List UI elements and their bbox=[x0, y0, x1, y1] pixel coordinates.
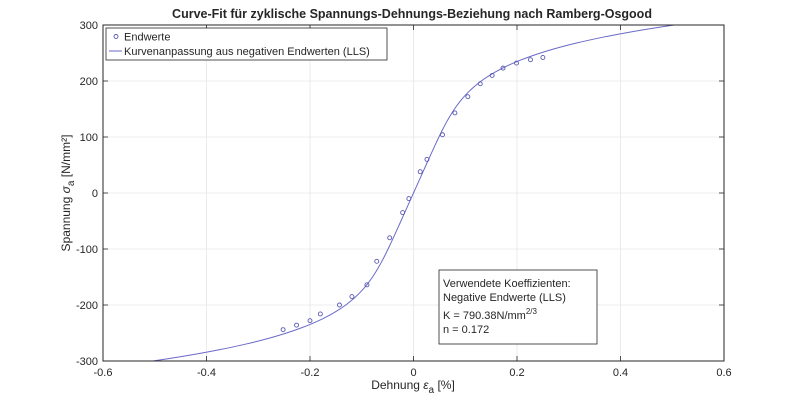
plot-area bbox=[102, 24, 725, 362]
data-point-marker bbox=[477, 81, 483, 87]
data-point-marker bbox=[528, 57, 533, 63]
fit-curve bbox=[152, 24, 675, 362]
data-point-marker bbox=[417, 169, 423, 175]
y-tick-label: 300 bbox=[80, 20, 98, 32]
annotation-box bbox=[438, 269, 598, 345]
y-axis-unit: [N/mm²] bbox=[59, 135, 73, 181]
x-axis-subscript: a bbox=[429, 385, 435, 396]
data-point-marker bbox=[364, 282, 370, 288]
y-axis-label: Spannung σa [N/mm²] bbox=[59, 135, 77, 252]
axis-ticks bbox=[102, 24, 725, 362]
x-tick-label: -0.6 bbox=[94, 367, 113, 379]
data-point-marker bbox=[280, 327, 286, 333]
data-point-marker bbox=[337, 302, 342, 308]
data-point-marker bbox=[317, 311, 323, 317]
y-axis-label-text: Spannung bbox=[59, 193, 73, 251]
y-tick-label: 200 bbox=[80, 76, 98, 88]
x-axis-label: Dehnung εa [%] bbox=[371, 378, 455, 396]
data-point-marker bbox=[500, 65, 506, 71]
data-point-marker bbox=[424, 156, 430, 162]
x-axis-symbol: ε bbox=[423, 378, 429, 392]
data-point-marker bbox=[374, 258, 380, 264]
annotation-method: Negative Endwerte (LLS) bbox=[443, 292, 566, 304]
data-markers-layer bbox=[280, 55, 546, 333]
annotation-heading: Verwendete Koeffizienten: bbox=[443, 278, 571, 290]
data-point-marker bbox=[489, 72, 495, 78]
chart-title: Curve-Fit für zyklische Spannungs-Dehnun… bbox=[172, 7, 652, 21]
annotation-k-value: K = 790.38N/mm2/3 bbox=[443, 307, 538, 322]
legend-label-fit: Kurvenanpassung aus negativen Endwerten … bbox=[124, 46, 370, 58]
y-tick-labels: -300 -200 -100 0 100 200 300 bbox=[76, 20, 98, 368]
data-point-marker bbox=[452, 110, 458, 116]
fit-curve-layer bbox=[152, 24, 675, 362]
data-point-marker bbox=[307, 318, 313, 324]
legend-marker-endwerte bbox=[113, 34, 119, 39]
data-point-marker bbox=[440, 132, 445, 138]
y-tick-label: -300 bbox=[76, 356, 98, 368]
y-tick-label: 100 bbox=[80, 132, 98, 144]
y-tick-label: -200 bbox=[76, 300, 98, 312]
annotation-k-exponent: 2/3 bbox=[526, 307, 538, 316]
y-axis-symbol: σ bbox=[59, 185, 73, 193]
legend-box bbox=[105, 27, 388, 61]
data-point-marker bbox=[294, 322, 299, 328]
x-tick-label: 0 bbox=[410, 367, 416, 379]
y-tick-label: -100 bbox=[76, 244, 98, 256]
x-axis-label-text: Dehnung bbox=[371, 378, 423, 392]
data-point-marker bbox=[465, 94, 471, 100]
annotation-n-value: n = 0.172 bbox=[443, 324, 489, 336]
x-tick-label: -0.2 bbox=[301, 367, 320, 379]
x-tick-label: -0.4 bbox=[197, 367, 216, 379]
legend-label-endwerte: Endwerte bbox=[124, 32, 170, 44]
x-axis-unit: [%] bbox=[434, 378, 455, 392]
data-point-marker bbox=[514, 60, 519, 66]
data-point-marker bbox=[387, 235, 393, 241]
y-axis-subscript: a bbox=[66, 180, 77, 186]
x-tick-label: 0.4 bbox=[613, 367, 628, 379]
y-tick-label: 0 bbox=[92, 188, 98, 200]
data-point-marker bbox=[406, 196, 412, 202]
data-point-marker bbox=[540, 55, 546, 60]
coefficients-annotation: Verwendete Koeffizienten: Negative Endwe… bbox=[438, 269, 598, 345]
annotation-k-text: K = 790.38N/mm bbox=[443, 310, 526, 322]
data-point-marker bbox=[349, 294, 355, 300]
x-tick-labels: -0.6 -0.4 -0.2 0 0.2 0.4 0.6 bbox=[94, 367, 732, 379]
legend: Endwerte Kurvenanpassung aus negativen E… bbox=[105, 27, 388, 61]
x-tick-label: 0.2 bbox=[509, 367, 524, 379]
x-tick-label: 0.6 bbox=[716, 367, 731, 379]
data-point-marker bbox=[400, 210, 406, 216]
